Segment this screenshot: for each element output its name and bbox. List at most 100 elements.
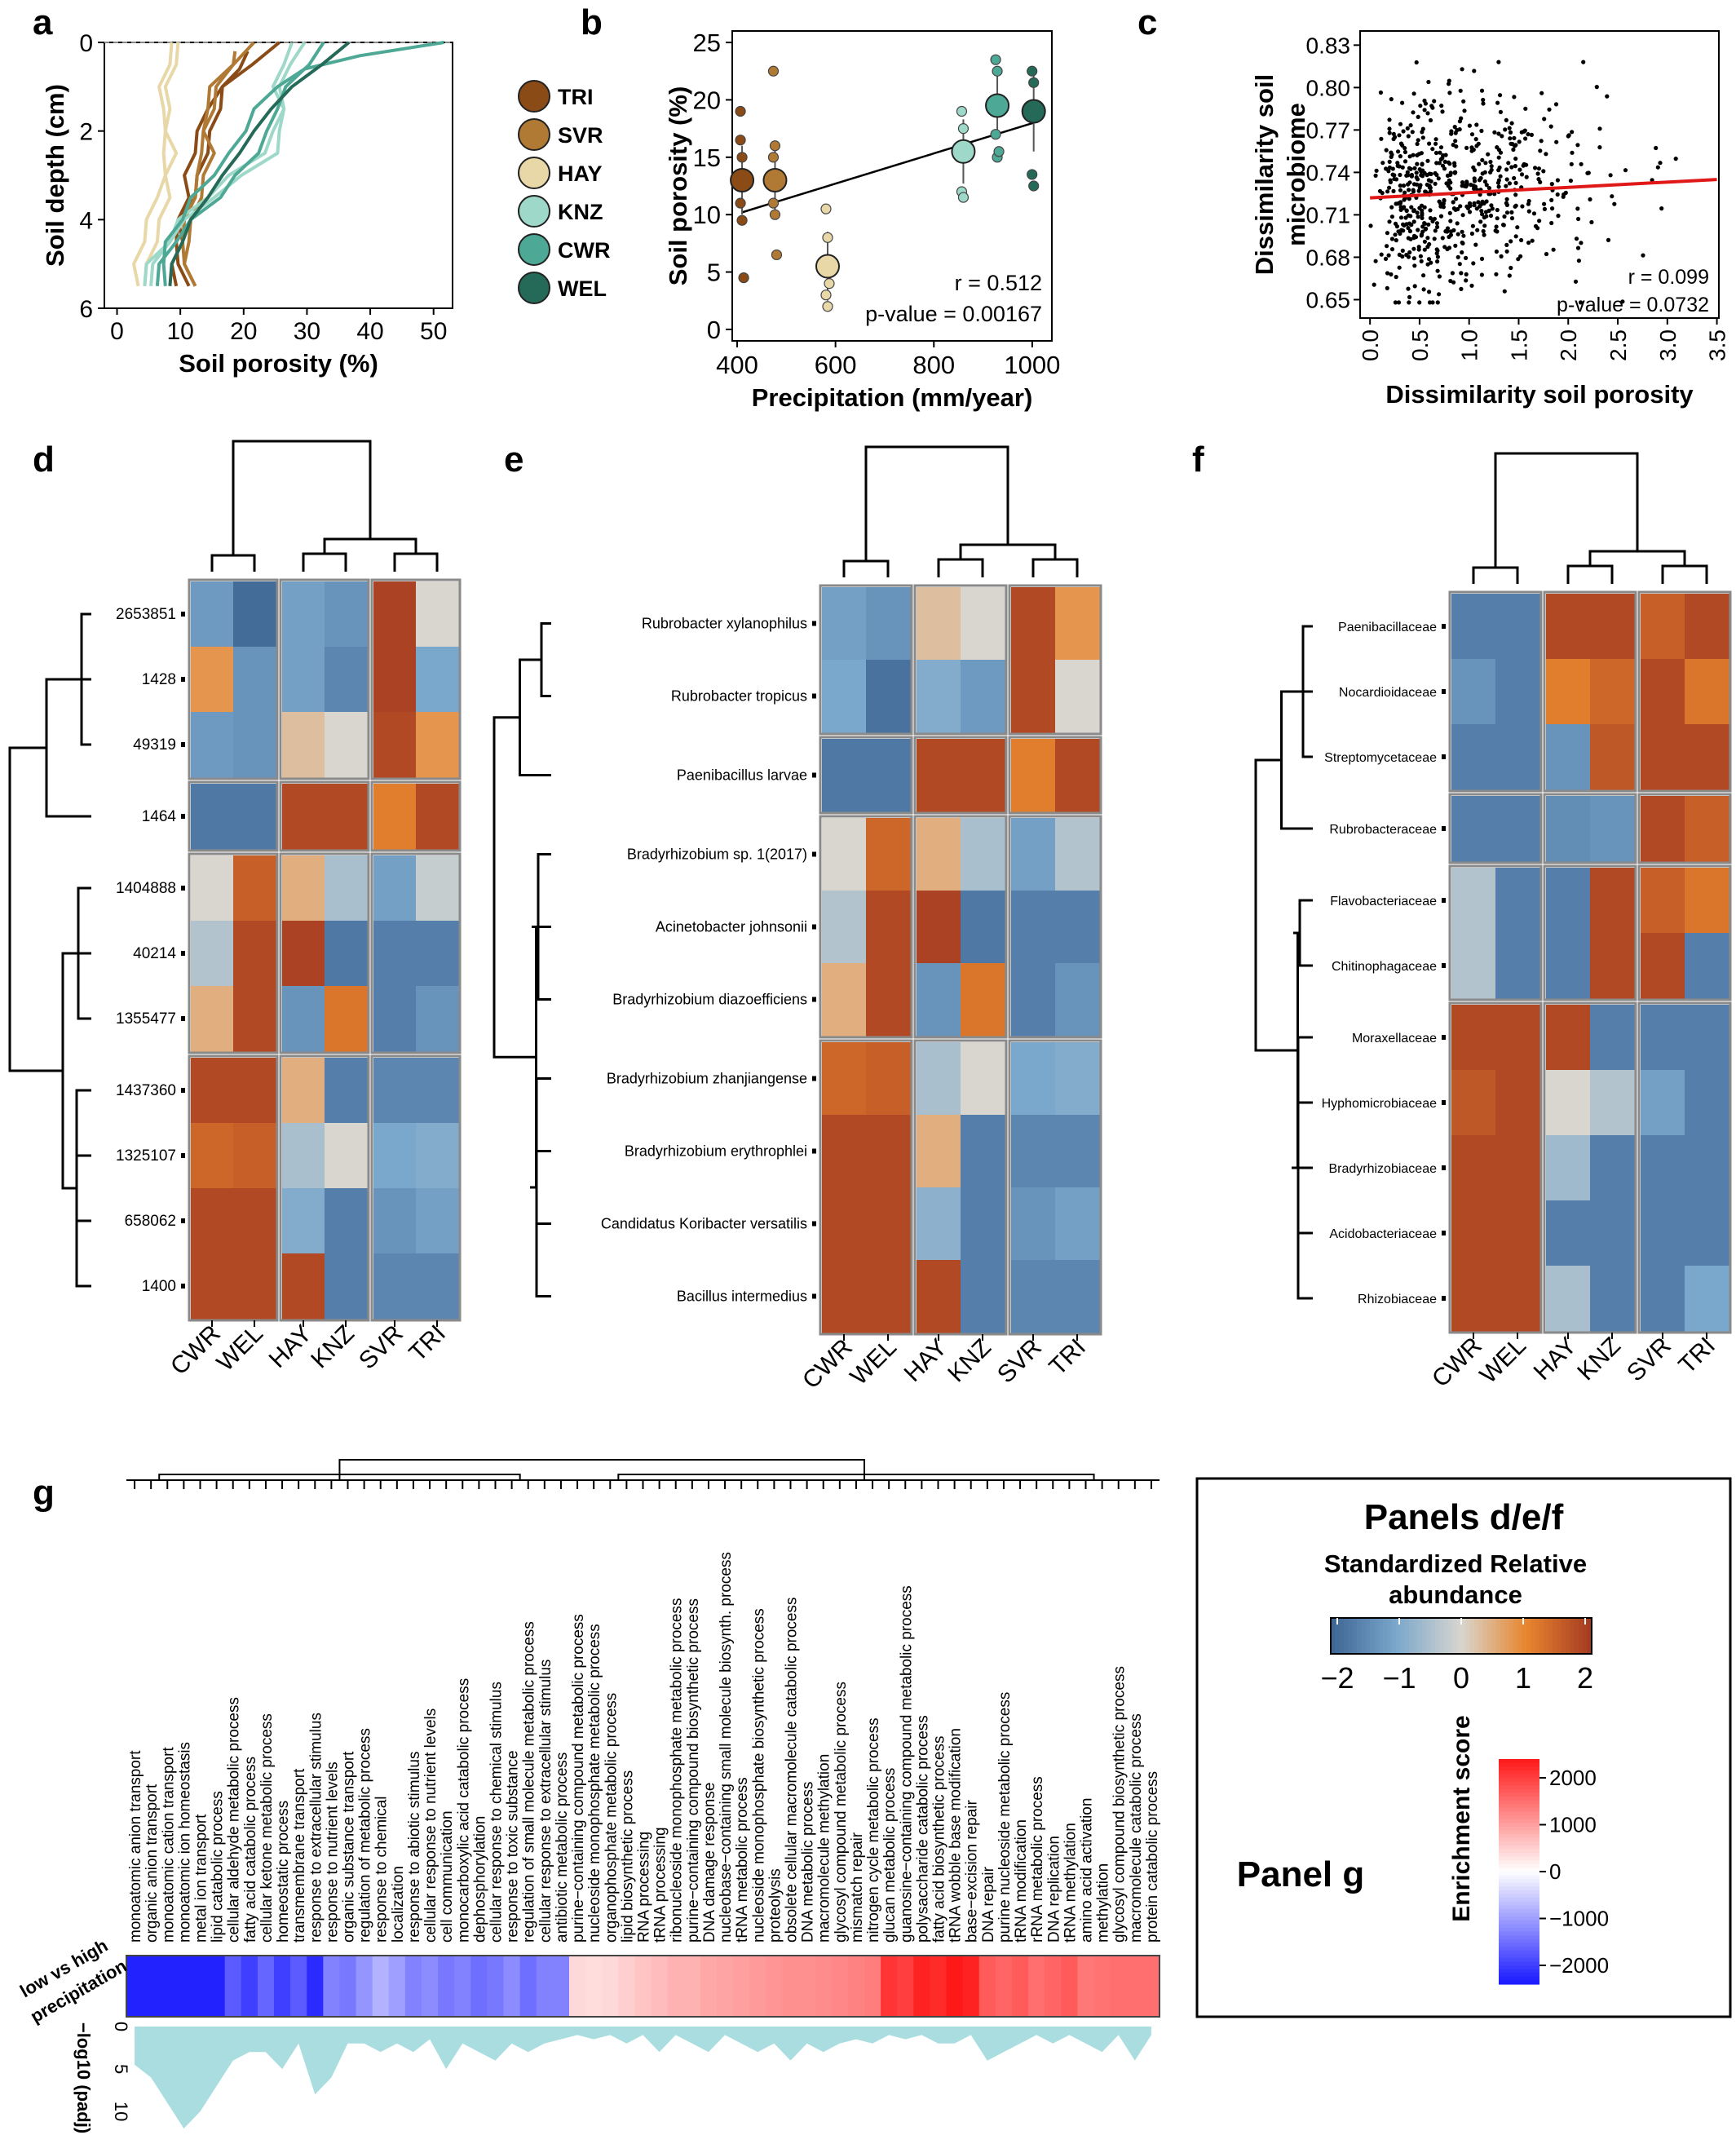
y-tick-label: 0.74 <box>1306 160 1351 185</box>
data-point <box>1414 170 1419 175</box>
data-point <box>1373 259 1378 263</box>
data-point <box>1411 209 1416 214</box>
row-tick <box>181 677 185 682</box>
heat-cell-HAY <box>917 587 961 661</box>
panel-b-porosity-vs-precipitation: 400 600 800 1000 0 5 10 15 20 25 r = 0.512 p-value … <box>664 29 1060 412</box>
data-point <box>1569 161 1574 166</box>
data-point <box>1415 141 1420 147</box>
abundance-colorbar-segment <box>1365 1618 1371 1654</box>
data-point <box>1478 219 1483 224</box>
abundance-colorbar-segment <box>1417 1618 1423 1654</box>
enrichment-tile <box>536 1956 554 2017</box>
column-label-KNZ: KNZ <box>306 1320 360 1374</box>
data-point <box>1480 157 1485 162</box>
heat-cell-HAY <box>1546 796 1591 862</box>
column-dendrogram <box>842 559 890 577</box>
data-point <box>1479 88 1485 93</box>
data-point <box>1447 245 1452 250</box>
data-point <box>1494 224 1499 229</box>
heat-cell-CWR <box>191 647 234 713</box>
enrichment-tile <box>307 1956 324 2017</box>
legend-swatch-TRI <box>518 80 550 113</box>
data-point <box>1504 177 1509 182</box>
data-point <box>1460 67 1464 72</box>
p-value-label: p-value = 0.0732 <box>1557 294 1709 316</box>
column-dendrogram <box>393 552 439 572</box>
heat-cell-TRI <box>416 581 459 648</box>
row-dendrogram <box>493 716 530 1059</box>
term-label: antibiotic metabolic process <box>554 1753 571 1943</box>
data-point <box>1434 247 1439 252</box>
column-label-TRI: TRI <box>404 1320 451 1368</box>
data-point <box>1554 139 1559 144</box>
data-point <box>1414 60 1419 65</box>
data-point <box>1483 161 1488 166</box>
panel-label-c: c <box>1137 2 1157 42</box>
heat-cell-SVR <box>1011 1260 1056 1333</box>
heat-cell-CWR <box>1451 1135 1496 1201</box>
panel-d-heatmap: 2653851 1428 49319 1464 1404888 40214 1355477 1… <box>8 440 462 1381</box>
data-point <box>1459 286 1464 291</box>
data-point <box>1407 154 1412 159</box>
heat-cell-CWR <box>191 784 234 850</box>
data-point <box>1488 213 1494 219</box>
data-point <box>1459 116 1464 121</box>
heat-cell-TRI <box>1685 796 1729 862</box>
data-point <box>1509 265 1513 271</box>
heat-cell-CWR <box>191 1123 234 1189</box>
data-point <box>1392 173 1397 178</box>
data-point <box>1542 201 1547 206</box>
term-label: tRNA metabolic process <box>734 1777 751 1943</box>
term-label: fatty acid biosynthetic process <box>931 1736 948 1943</box>
sample-point-KNZ <box>957 123 970 135</box>
data-point <box>1452 170 1457 175</box>
data-point <box>1495 100 1500 105</box>
heat-cell-WEL <box>233 986 276 1052</box>
heat-cell-TRI <box>1055 587 1100 661</box>
data-point <box>1504 210 1510 215</box>
row-label: Rhizobiaceae <box>1358 1293 1437 1306</box>
heat-cell-SVR <box>1011 963 1056 1037</box>
depth-profile-line-SVR-1 <box>183 41 255 287</box>
heat-cell-TRI <box>1055 1260 1100 1333</box>
heat-cell-CWR <box>191 986 234 1052</box>
data-point <box>1461 233 1466 238</box>
term-dendrogram <box>158 1474 521 1480</box>
heat-cell-CWR <box>822 891 867 964</box>
data-point <box>1397 164 1402 169</box>
data-point <box>1478 175 1483 181</box>
row-dendrogram <box>1254 758 1292 1052</box>
data-point <box>1509 239 1513 244</box>
data-point <box>1416 114 1420 119</box>
data-point <box>1409 174 1414 179</box>
enrichment-tile <box>1110 1956 1128 2017</box>
term-label: transmembrane transport <box>291 1768 308 1943</box>
data-point <box>1547 107 1552 112</box>
data-point <box>1494 249 1499 254</box>
heat-cell-HAY <box>1546 594 1591 660</box>
data-point <box>1416 138 1420 143</box>
x-tick-label: 400 <box>716 351 758 379</box>
heat-cell-TRI <box>416 1058 459 1124</box>
abundance-colorbar-segment <box>1339 1618 1345 1654</box>
correlation-r-label: r = 0.099 <box>1628 266 1709 289</box>
data-point <box>1538 148 1543 153</box>
heat-cell-SVR <box>1641 1266 1685 1332</box>
y-tick-label: 5 <box>707 259 721 287</box>
data-point <box>1486 152 1491 157</box>
sample-point-SVR <box>767 65 780 77</box>
heat-block-frame <box>819 815 913 1039</box>
enrichment-tile <box>634 1956 652 2017</box>
enrichment-tile <box>470 1956 488 2017</box>
row-tick <box>181 951 185 956</box>
heat-block-frame <box>1543 864 1637 1001</box>
abundance-colorbar-segment <box>1469 1618 1475 1654</box>
data-point <box>1400 100 1405 105</box>
data-point <box>1516 257 1521 262</box>
data-point <box>1398 188 1403 192</box>
heat-cell-TRI <box>416 712 459 778</box>
term-label: nucleoside monophosphate metabolic proce… <box>586 1624 603 1943</box>
row-tick <box>181 1284 185 1289</box>
heat-cell-WEL <box>233 712 276 778</box>
data-point <box>1423 227 1428 232</box>
